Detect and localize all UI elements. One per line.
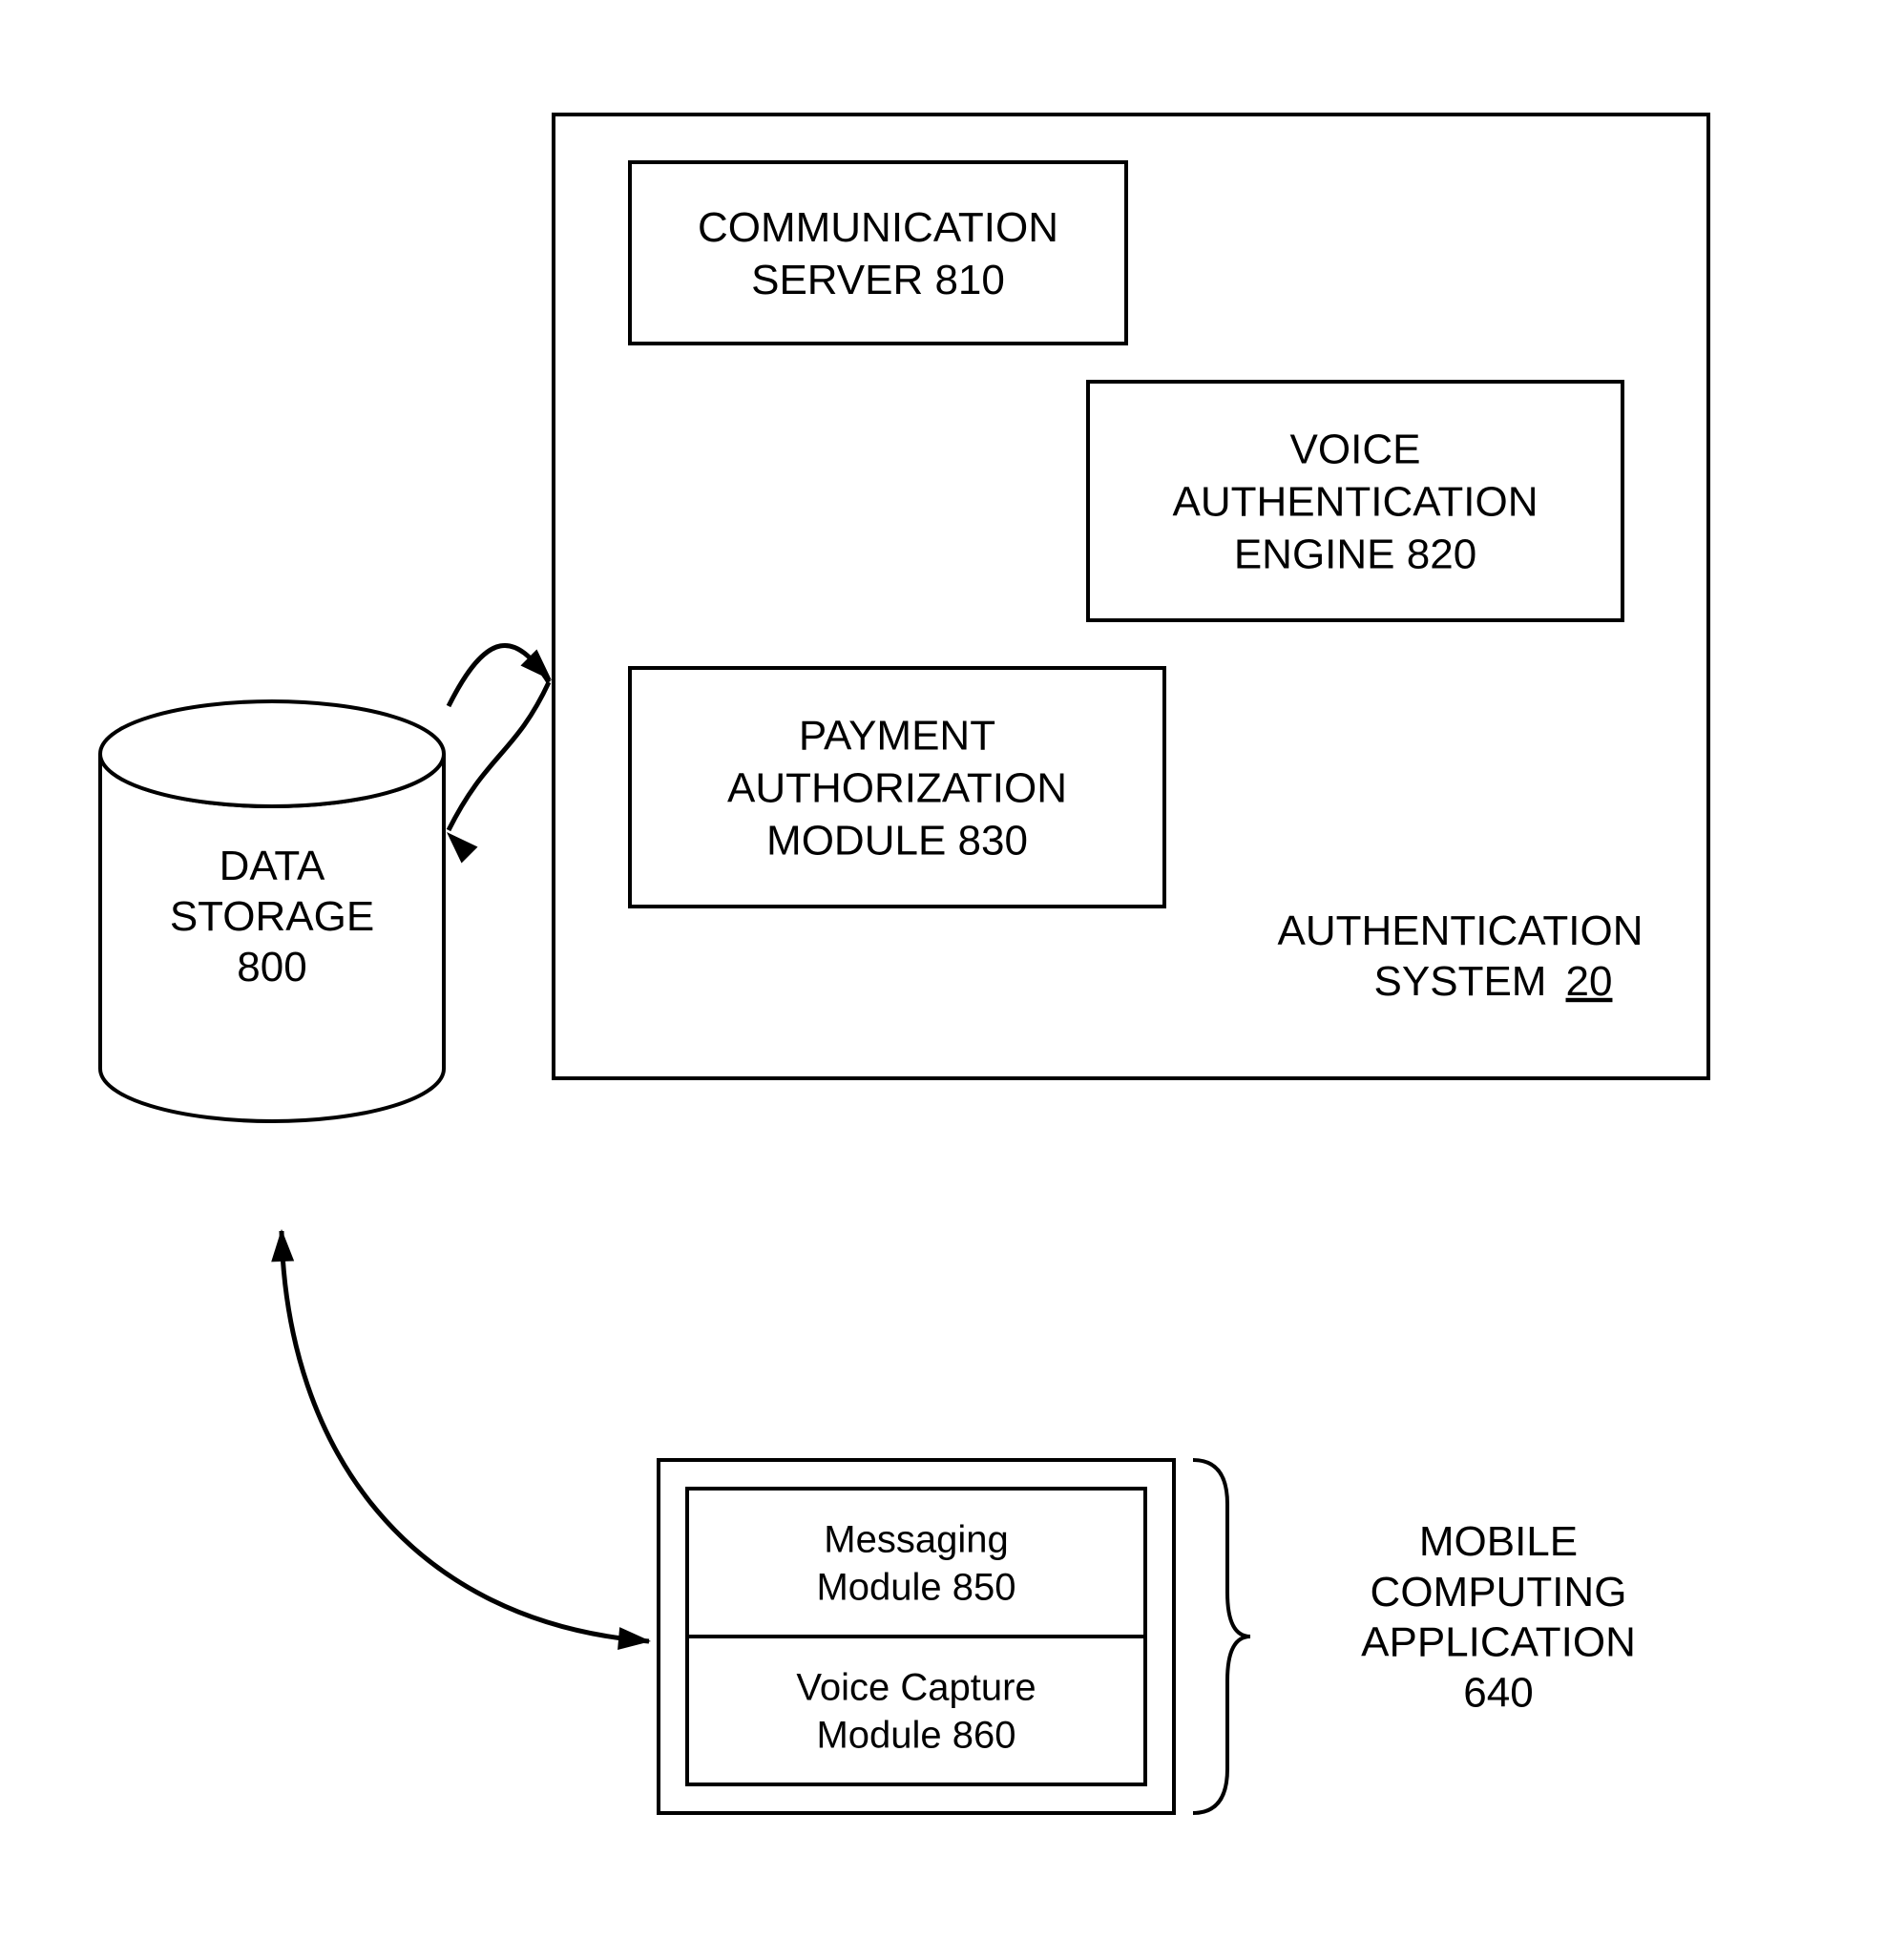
- svg-text:COMMUNICATION: COMMUNICATION: [698, 204, 1058, 251]
- comm-box: COMMUNICATION SERVER 810: [630, 162, 1126, 344]
- svg-text:800: 800: [237, 944, 306, 990]
- svg-text:20: 20: [1566, 958, 1613, 1005]
- svg-text:640: 640: [1463, 1669, 1533, 1716]
- authentication-system: COMMUNICATION SERVER 810 VOICE AUTHENTICATI…: [554, 115, 1708, 1078]
- svg-text:SERVER 810: SERVER 810: [751, 257, 1005, 303]
- msg-box: Messaging Module 850: [687, 1489, 1145, 1637]
- svg-text:AUTHORIZATION: AUTHORIZATION: [727, 764, 1067, 811]
- arrow-storage-auth: [447, 645, 552, 863]
- svg-text:Module 850: Module 850: [816, 1567, 1015, 1609]
- svg-text:MOBILE: MOBILE: [1419, 1518, 1578, 1565]
- svg-text:PAYMENT: PAYMENT: [799, 712, 995, 759]
- data-storage-cylinder: DATASTORAGE800: [100, 701, 444, 1121]
- vc-box: Voice Capture Module 860: [687, 1637, 1145, 1784]
- svg-text:Voice Capture: Voice Capture: [796, 1667, 1036, 1709]
- svg-text:DATA: DATA: [220, 843, 325, 889]
- svg-text:STORAGE: STORAGE: [170, 893, 374, 940]
- pay-box: PAYMENT AUTHORIZATION MODULE 830: [630, 668, 1164, 907]
- arrow-storage-mobile: [271, 1229, 651, 1650]
- mobile-app: Messaging Module 850 Voice Capture Module 8…: [659, 1460, 1636, 1813]
- svg-text:Module 860: Module 860: [816, 1715, 1015, 1757]
- svg-text:ENGINE 820: ENGINE 820: [1234, 531, 1476, 577]
- svg-text:MODULE 830: MODULE 830: [766, 817, 1028, 864]
- svg-text:APPLICATION: APPLICATION: [1361, 1619, 1636, 1666]
- svg-text:AUTHENTICATION: AUTHENTICATION: [1278, 907, 1643, 954]
- svg-text:COMPUTING: COMPUTING: [1371, 1569, 1627, 1616]
- voice-box: VOICE AUTHENTICATION ENGINE 820: [1088, 382, 1622, 620]
- svg-text:VOICE: VOICE: [1290, 426, 1421, 472]
- svg-text:AUTHENTICATION: AUTHENTICATION: [1173, 478, 1539, 525]
- svg-text:SYSTEM: SYSTEM: [1374, 958, 1547, 1005]
- svg-text:Messaging: Messaging: [824, 1519, 1008, 1561]
